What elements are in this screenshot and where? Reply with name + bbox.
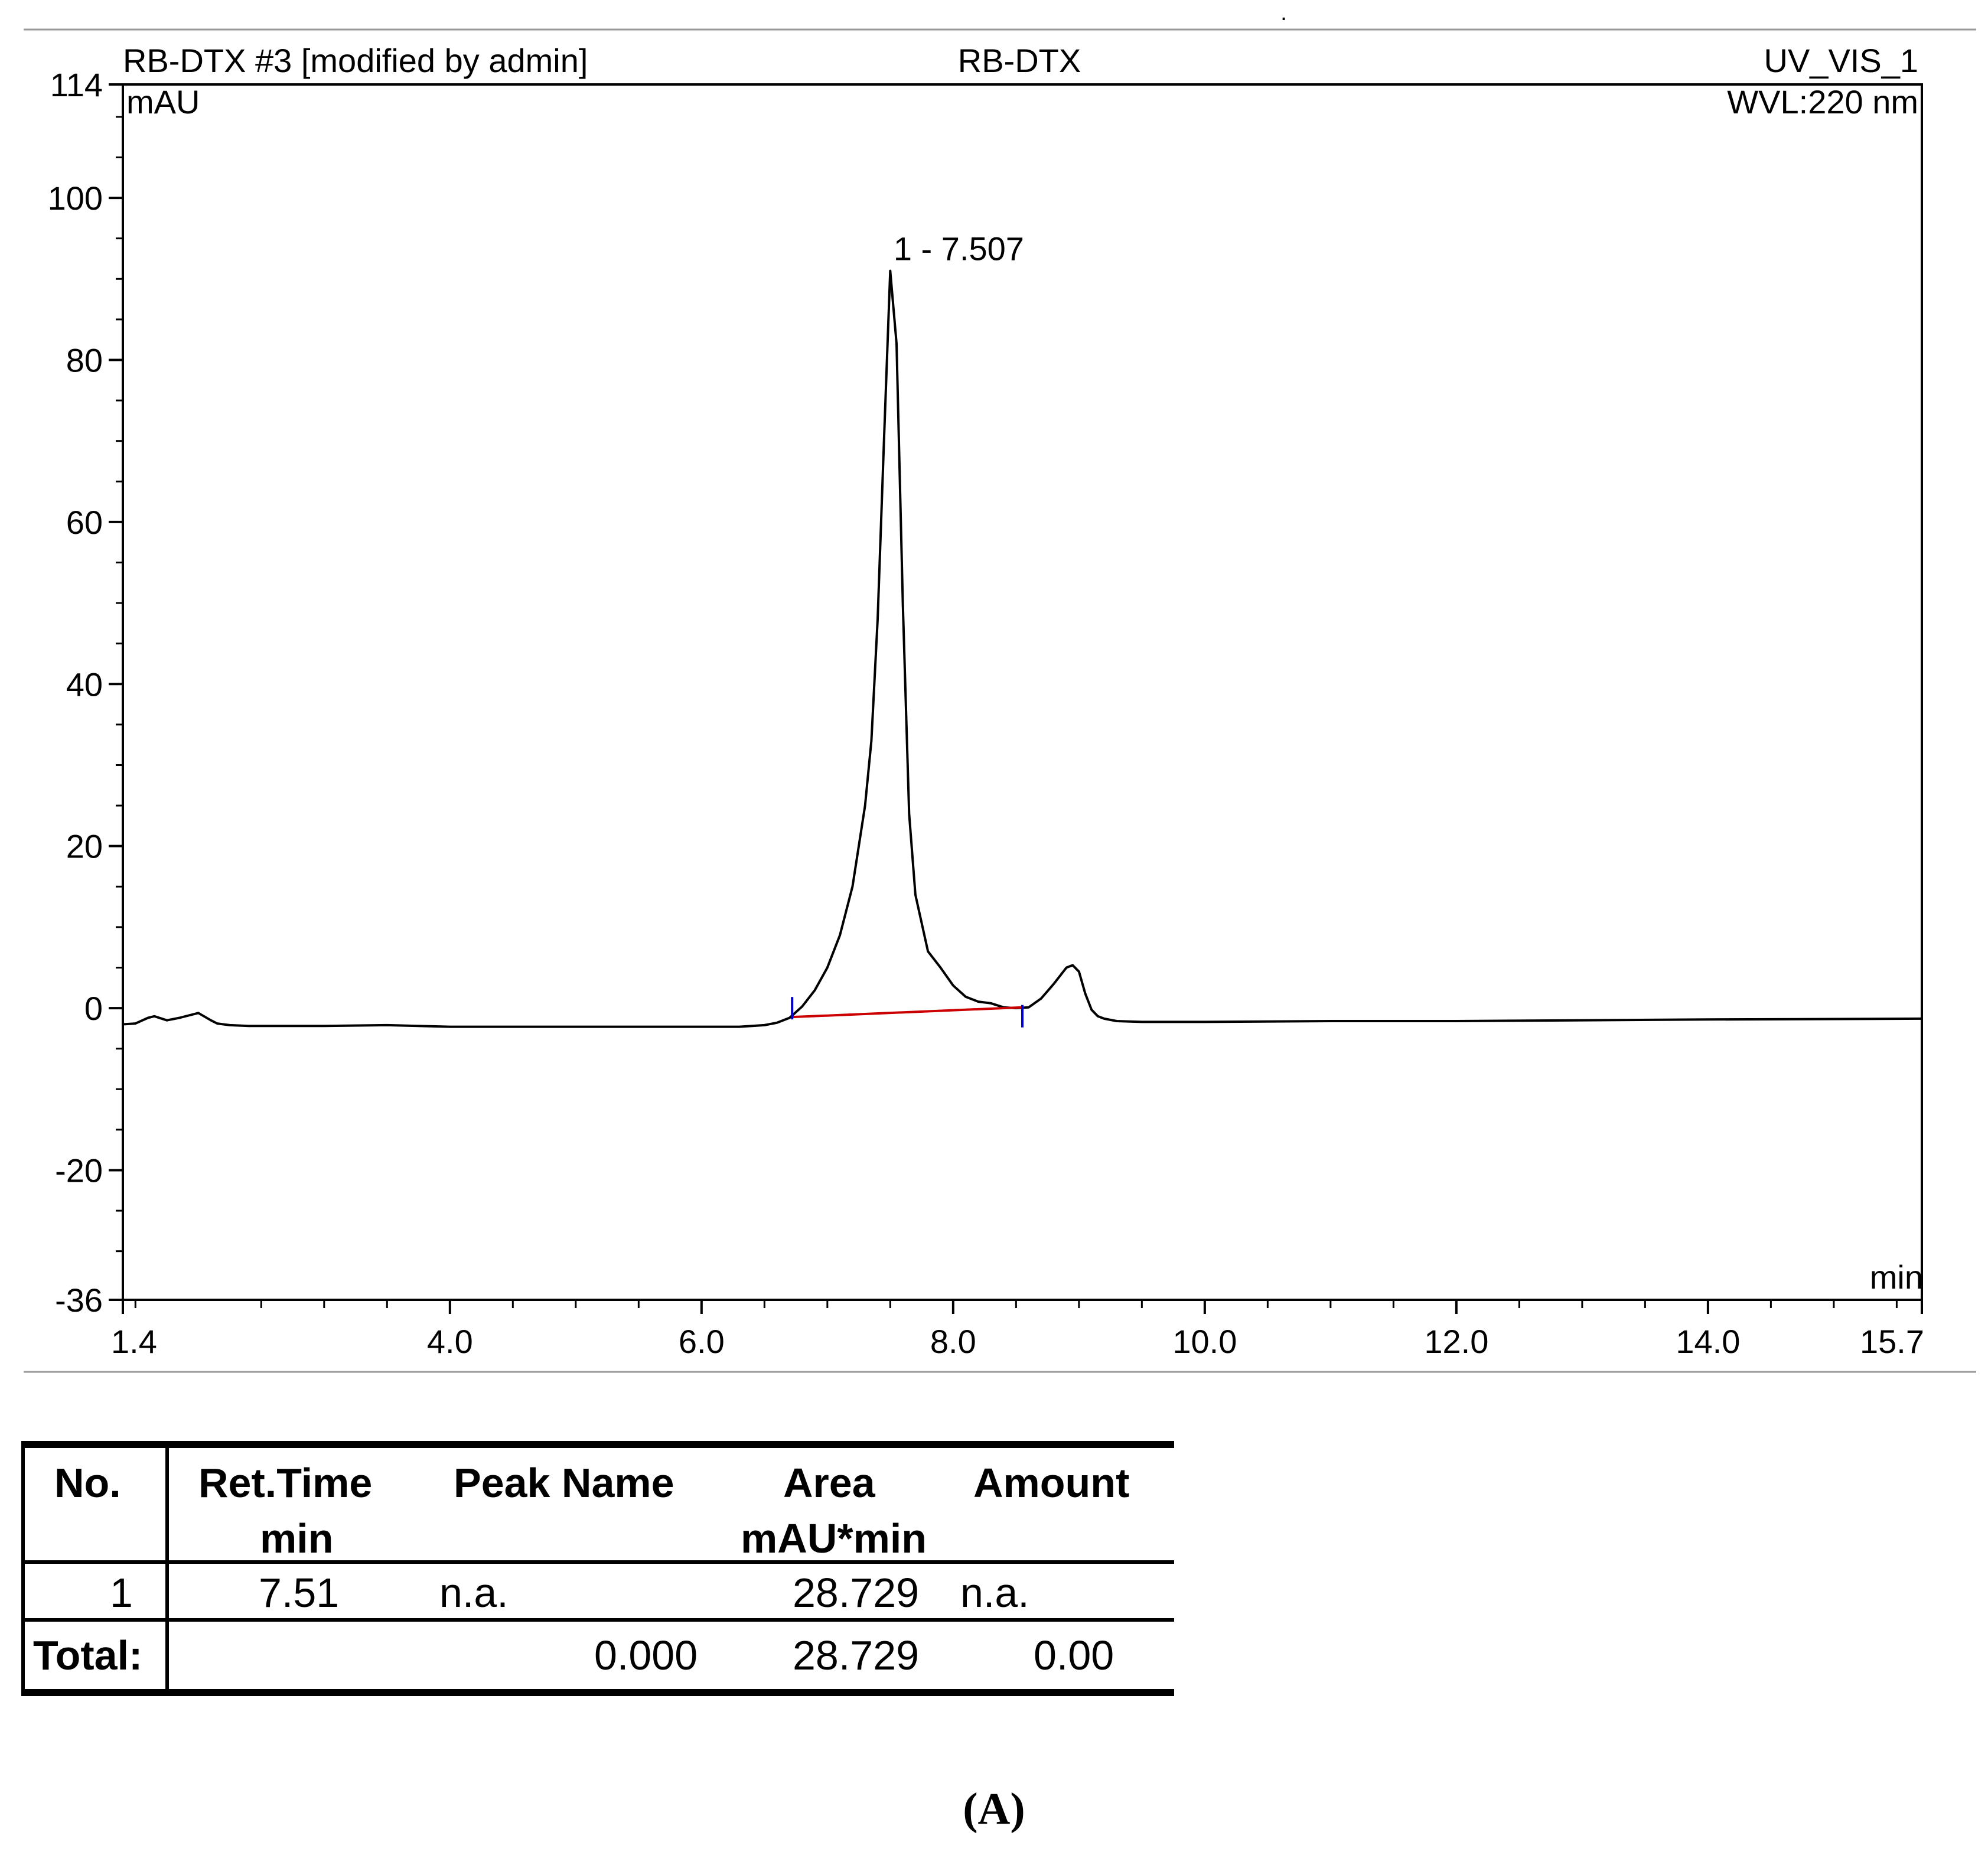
header-ret-time: Ret.Time [198, 1460, 373, 1506]
peak-table: No. Ret.Time min Peak Name Area mAU*min … [21, 1441, 1174, 1696]
x-tick-label: 6.0 [679, 1323, 725, 1360]
y-axis-ticks: 114 100 80 60 40 20 0 -20 -36 [48, 66, 123, 1319]
x-tick-label: 14.0 [1676, 1323, 1740, 1360]
total-area: 28.729 [793, 1632, 920, 1678]
cell-peak-name: n.a. [439, 1570, 509, 1616]
y-tick-label: 40 [66, 666, 103, 703]
header-amount: Amount [973, 1460, 1130, 1506]
table-column-divider [165, 1441, 169, 1696]
table-row-divider [21, 1618, 1174, 1622]
header-area: Area [783, 1460, 875, 1506]
cell-area: 28.729 [793, 1570, 920, 1616]
integration-baseline [792, 1006, 1023, 1019]
x-axis-unit: min [1870, 1258, 1923, 1296]
table-top-border [21, 1441, 1174, 1448]
x-tick-label: 10.0 [1172, 1323, 1237, 1360]
header-peak-name: Peak Name [454, 1460, 674, 1506]
header-dot: . [1280, 0, 1287, 25]
x-axis-ticks: 1.4 4.0 6.0 8.0 10.0 12.0 14.0 15.7 [111, 1300, 1924, 1360]
y-tick-label: 114 [50, 66, 103, 103]
x-tick-label: 1.4 [111, 1323, 157, 1360]
y-tick-label: 80 [66, 341, 103, 379]
cell-amount: n.a. [960, 1570, 1029, 1616]
y-tick-label: 20 [66, 828, 103, 865]
y-tick-label: 0 [84, 990, 103, 1027]
chromatogram-trace [122, 269, 1922, 1028]
x-tick-label: 12.0 [1424, 1323, 1488, 1360]
header-chart-title: RB-DTX [958, 42, 1081, 79]
x-tick-label: 15.7 [1860, 1323, 1924, 1360]
table-left-border [21, 1441, 25, 1696]
header-wavelength: WVL:220 nm [1727, 83, 1918, 120]
plot-frame [122, 83, 1923, 1301]
total-peak-name: 0.000 [594, 1632, 698, 1678]
peak-label: 1 - 7.507 [894, 230, 1024, 268]
total-label: Total: [33, 1632, 143, 1678]
y-tick-label: -20 [55, 1152, 103, 1189]
cell-ret-time: 7.51 [259, 1570, 340, 1616]
figure-caption: (A) [963, 1784, 1025, 1834]
table-header-divider [21, 1560, 1174, 1564]
cell-no: 1 [110, 1570, 133, 1616]
header-channel: UV_VIS_1 [1764, 42, 1919, 79]
header-area-unit: mAU*min [741, 1515, 927, 1561]
y-axis-unit: mAU [126, 83, 200, 120]
y-tick-label: 100 [48, 180, 103, 217]
header-no: No. [54, 1460, 121, 1506]
header-sample-name: RB-DTX #3 [modified by admin] [123, 42, 588, 79]
y-tick-label: -36 [55, 1282, 103, 1319]
header-ret-time-unit: min [260, 1515, 334, 1561]
x-tick-label: 4.0 [427, 1323, 473, 1360]
total-amount: 0.00 [1034, 1632, 1114, 1678]
x-tick-label: 8.0 [930, 1323, 976, 1360]
chromatogram-chart: . RB-DTX #3 [modified by admin] RB-DTX U… [24, 0, 1976, 1373]
y-tick-label: 60 [66, 504, 103, 541]
table-bottom-border [21, 1689, 1174, 1696]
